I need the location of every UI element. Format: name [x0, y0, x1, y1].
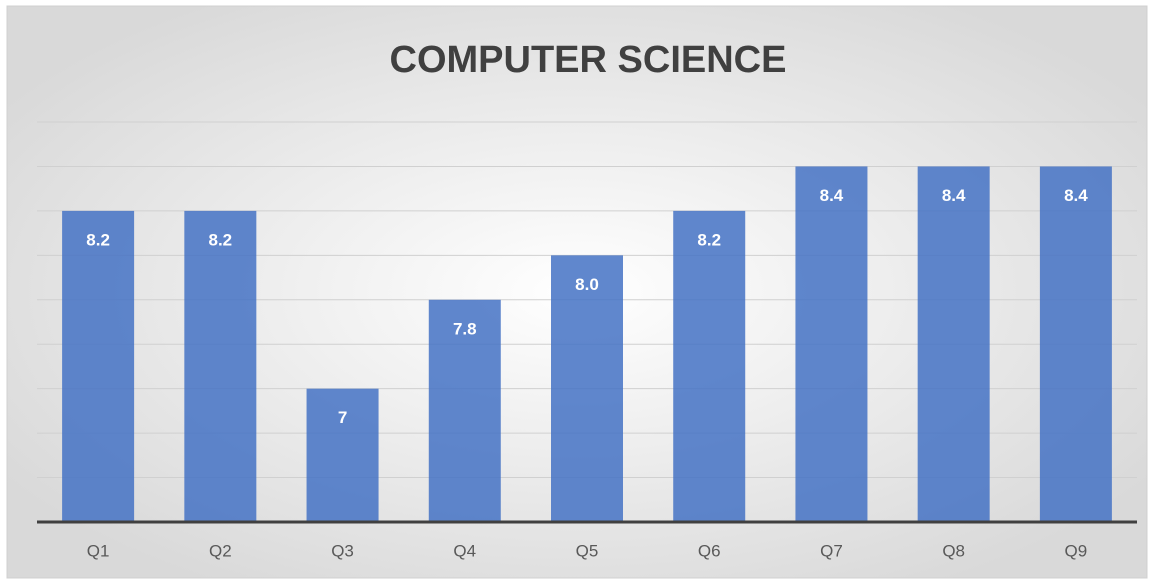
bar: [673, 210, 746, 522]
x-tick-label: Q2: [209, 541, 232, 560]
bar: [1039, 166, 1112, 522]
x-tick-label: Q7: [820, 541, 843, 560]
data-label: 8.2: [86, 230, 110, 249]
data-label: 8.2: [209, 230, 233, 249]
chart-title: COMPUTER SCIENCE: [390, 39, 787, 81]
bar: [184, 210, 257, 522]
data-label: 8.4: [820, 186, 844, 205]
x-tick-label: Q1: [87, 541, 110, 560]
x-tick-label: Q5: [576, 541, 599, 560]
bar: [795, 166, 868, 522]
bar: [551, 255, 623, 523]
data-label: 8.2: [697, 230, 721, 249]
bar: [62, 210, 135, 522]
x-tick-label: Q9: [1065, 541, 1088, 560]
bar: [306, 388, 379, 522]
data-label: 7: [338, 408, 347, 427]
data-label: 7.8: [453, 319, 477, 338]
x-tick-label: Q4: [453, 541, 476, 560]
x-tick-label: Q3: [331, 541, 354, 560]
data-label: 8.4: [942, 186, 966, 205]
bar: [428, 299, 501, 522]
data-label: 8.0: [575, 275, 599, 294]
data-label: 8.4: [1064, 186, 1088, 205]
x-tick-label: Q8: [942, 541, 965, 560]
x-tick-label: Q6: [698, 541, 721, 560]
bar: [917, 166, 990, 522]
